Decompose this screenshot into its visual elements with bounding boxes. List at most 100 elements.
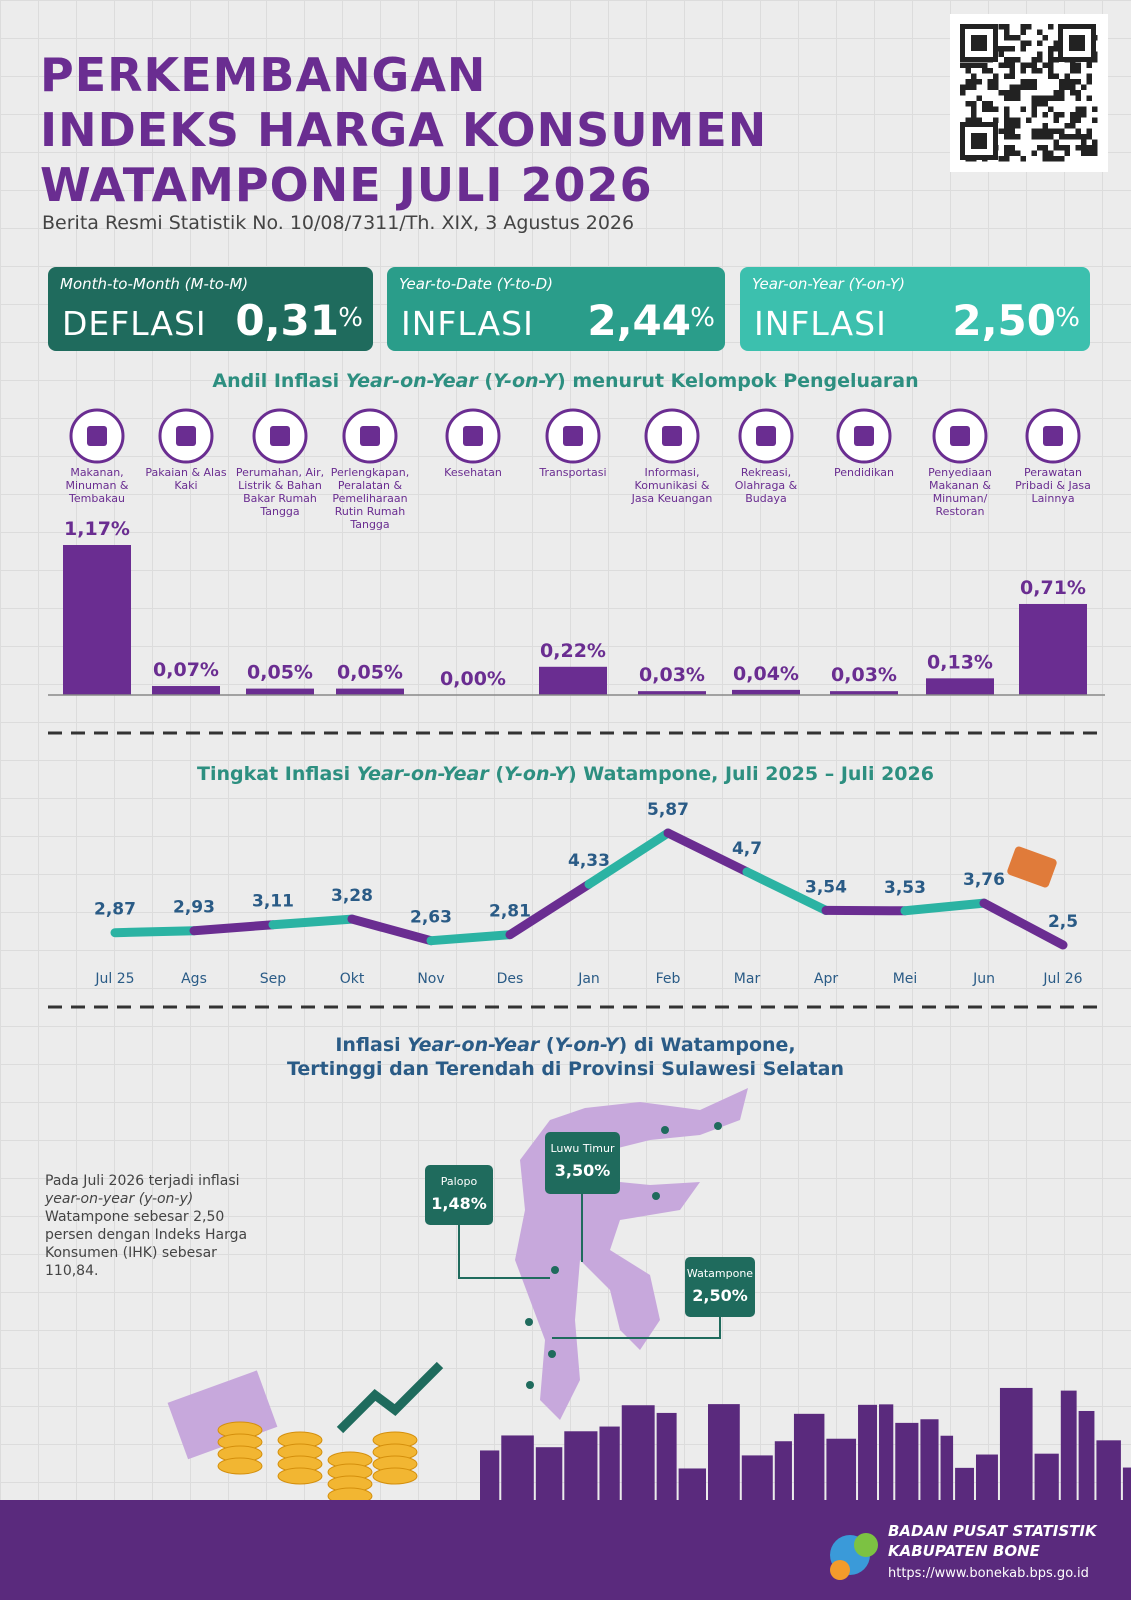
qr-cell [1053,46,1059,52]
data-label: 1,17% [64,518,130,540]
line-segment [663,828,752,877]
qr-cell [1042,101,1048,107]
qr-cell [1075,112,1081,118]
icon-glyph [463,426,483,446]
callout-value: 1,48% [431,1194,487,1213]
card-status: INFLASI [754,304,887,343]
qr-cell [1075,90,1081,96]
data-label: 3,53 [884,878,926,898]
icon-glyph [1043,426,1063,446]
card-value: 2,44 [587,296,691,345]
qr-cell [1026,117,1032,123]
building [1078,1410,1095,1500]
qr-cell [1015,84,1021,90]
indicator-card: Year-on-Year (Y-on-Y) INFLASI 2,50% [740,267,1090,351]
building [1122,1467,1131,1500]
qr-cell [1037,95,1043,101]
category-label: Perumahan, Air, Listrik & Bahan Bakar Ru… [235,466,325,518]
qr-cell [1009,134,1015,140]
qr-cell [1059,156,1065,162]
qr-cell [1042,95,1048,101]
qr-cell [1075,117,1081,123]
footer-band [0,1500,1131,1600]
qr-cell [1004,24,1010,30]
qr-cell [987,106,993,112]
building [858,1404,878,1500]
text-part: Inflasi [335,1034,408,1056]
qr-cell [1031,112,1037,118]
data-label: 3,76 [963,870,1005,890]
qr-cell [1092,139,1098,145]
qr-cell [1086,150,1092,156]
building [774,1441,792,1500]
bar [638,691,706,695]
line-segment [189,920,278,936]
icon-glyph [360,426,380,446]
qr-cell [1070,123,1076,129]
category-label: Makanan, Minuman & Tembakau [65,466,129,505]
data-label: 2,93 [173,898,215,918]
category-label: Transportasi [539,466,607,479]
qr-cell [976,117,982,123]
qr-cell [1075,145,1081,151]
banknote [167,1370,278,1460]
text-part: Y-on-Y [554,1034,619,1056]
qr-cell [1042,62,1048,68]
line-segment [505,879,594,940]
qr-cell [993,84,999,90]
building [480,1450,500,1500]
qr-cell [1086,95,1092,101]
qr-cell [1048,46,1054,52]
qr-cell [1059,79,1065,85]
qr-cell [1081,139,1087,145]
qr-cell [1092,150,1098,156]
section-title: Inflasi Year-on-Year (Y-on-Y) di Watampo… [0,1034,1131,1056]
qr-cell [987,79,993,85]
map-dot [548,1350,556,1358]
data-label: 0,22% [540,640,606,662]
qr-finder [971,35,987,51]
qr-cell [1081,84,1087,90]
callout-name: Luwu Timur [550,1142,614,1155]
qr-cell [1004,117,1010,123]
qr-cell [1004,123,1010,129]
qr-cell [998,90,1004,96]
building [741,1455,773,1500]
qr-cell [1070,112,1076,118]
text-part: Year-on-Year [345,370,478,392]
leader-line [458,1225,550,1279]
section-title: Tingkat Inflasi Year-on-Year (Y-on-Y) Wa… [0,763,1131,785]
qr-cell [971,79,977,85]
coin [372,1467,418,1485]
text-part: Y-on-Y [493,370,558,392]
qr-cell [1048,57,1054,63]
qr-cell [1086,73,1092,79]
x-tick-label: Okt [340,971,365,987]
category-label: Pakaian & Alas Kaki [145,466,227,492]
qr-cell [1053,95,1059,101]
qr-cell [1037,57,1043,63]
card-status: INFLASI [401,304,534,343]
qr-cell [971,84,977,90]
qr-cell [1059,90,1065,96]
callout-box [425,1165,493,1225]
qr-cell [1009,117,1015,123]
data-label: 3,54 [805,877,847,897]
qr-cell [1037,51,1043,57]
qr-cell [1075,95,1081,101]
qr-cell [1009,123,1015,129]
qr-cell [1037,128,1043,134]
qr-cell [987,84,993,90]
category-label: Pendidikan [834,466,894,479]
qr-cell [1064,84,1070,90]
qr-cell [998,156,1004,162]
qr-cell [1031,134,1037,140]
qr-cell [1009,150,1015,156]
qr-cell [1015,134,1021,140]
line-segment [268,914,357,930]
building [793,1413,825,1500]
subtitle: Berita Resmi Statistik No. 10/08/7311/Th… [42,212,635,234]
data-label: 4,33 [568,851,610,871]
qr-cell [1048,156,1054,162]
qr-cell [1092,117,1098,123]
